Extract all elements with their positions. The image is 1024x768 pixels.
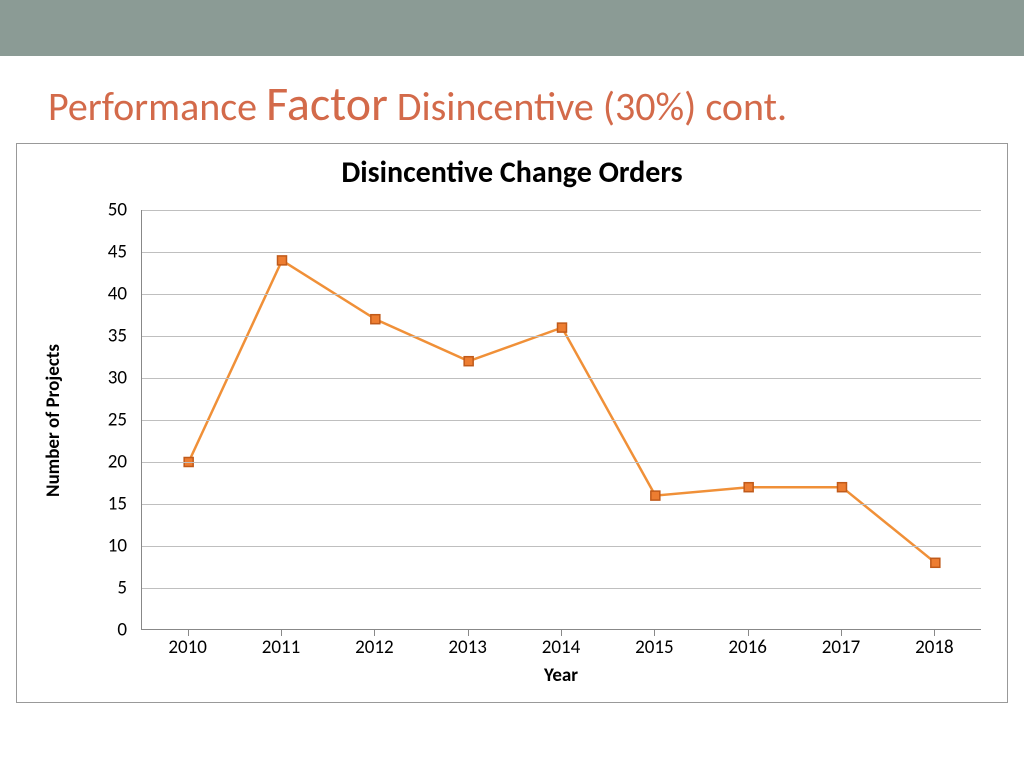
x-tick-mark	[654, 630, 655, 636]
data-marker	[371, 315, 380, 324]
x-tick-mark	[188, 630, 189, 636]
chart-title: Disincentive Change Orders	[17, 154, 1007, 191]
series-line	[189, 260, 936, 562]
data-marker	[651, 491, 660, 500]
grid-line	[142, 588, 981, 589]
plot-area	[141, 210, 981, 630]
x-tick-mark	[748, 630, 749, 636]
y-tick-label: 0	[17, 619, 133, 642]
grid-line	[142, 210, 981, 211]
title-word-2: Factor	[266, 74, 388, 133]
data-marker	[464, 357, 473, 366]
grid-line	[142, 252, 981, 253]
x-tick-mark	[281, 630, 282, 636]
grid-line	[142, 294, 981, 295]
slide-title: Performance Factor Disincentive (30%) co…	[48, 74, 1024, 133]
data-marker	[931, 558, 940, 567]
x-tick-label: 2010	[168, 636, 207, 659]
grid-line	[142, 420, 981, 421]
x-tick-label: 2018	[915, 636, 954, 659]
data-marker	[558, 323, 567, 332]
chart-frame: Disincentive Change Orders Number of Pro…	[16, 143, 1008, 703]
y-tick-label: 40	[17, 283, 133, 306]
x-axis-label: Year	[141, 664, 981, 687]
data-marker	[744, 483, 753, 492]
data-marker	[278, 256, 287, 265]
grid-line	[142, 462, 981, 463]
x-tick-mark	[374, 630, 375, 636]
grid-line	[142, 546, 981, 547]
x-tick-label: 2011	[262, 636, 301, 659]
x-tick-label: 2016	[728, 636, 767, 659]
y-tick-label: 25	[17, 409, 133, 432]
x-tick-label: 2015	[635, 636, 674, 659]
header-band	[0, 0, 1024, 56]
x-tick-label: 2013	[448, 636, 487, 659]
x-tick-label: 2014	[542, 636, 581, 659]
title-word-3: Disincentive (30%) cont.	[397, 82, 787, 131]
grid-line	[142, 504, 981, 505]
x-tick-mark	[561, 630, 562, 636]
grid-line	[142, 378, 981, 379]
y-tick-label: 35	[17, 325, 133, 348]
y-tick-label: 30	[17, 367, 133, 390]
x-tick-label: 2017	[822, 636, 861, 659]
y-tick-label: 45	[17, 241, 133, 264]
y-tick-label: 10	[17, 535, 133, 558]
y-tick-label: 5	[17, 577, 133, 600]
y-tick-label: 15	[17, 493, 133, 516]
x-tick-mark	[468, 630, 469, 636]
data-marker	[838, 483, 847, 492]
x-tick-mark	[841, 630, 842, 636]
x-tick-mark	[934, 630, 935, 636]
y-tick-label: 50	[17, 199, 133, 222]
title-word-1: Performance	[48, 82, 257, 131]
y-tick-label: 20	[17, 451, 133, 474]
grid-line	[142, 336, 981, 337]
x-tick-label: 2012	[355, 636, 394, 659]
